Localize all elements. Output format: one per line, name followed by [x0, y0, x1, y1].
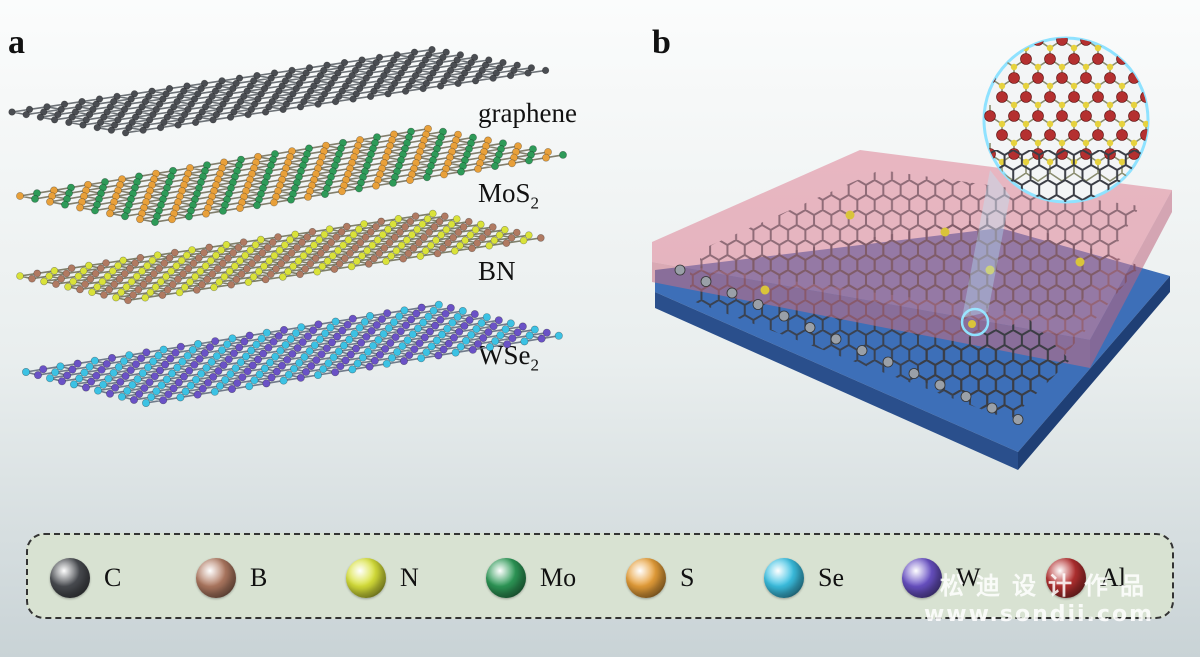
edge-carbon-atom — [778, 310, 790, 322]
atom-ball-icon — [486, 558, 526, 598]
atom-ball-icon — [626, 558, 666, 598]
layer-label-mos2: MoS2 — [478, 178, 539, 213]
wse2-sheet — [21, 300, 563, 407]
bn-sheet — [16, 209, 545, 305]
atom-ball-icon — [346, 558, 386, 598]
edge-carbon-atom — [908, 368, 920, 379]
atom-ball-icon — [902, 558, 942, 598]
layer-label-mos2-text: MoS — [478, 178, 531, 208]
heterostructure-illustration — [8, 36, 1172, 470]
layer-label-graphene-text: graphene — [478, 98, 577, 128]
exposed-graphene — [920, 320, 1070, 420]
edge-carbon-atom — [986, 402, 998, 414]
atom-ball-icon — [764, 558, 804, 598]
zoom-origin-atom — [968, 320, 976, 328]
watermark-url: www.sondii.com — [923, 602, 1154, 627]
legend-item-n: N — [346, 535, 419, 621]
nucleation-site — [845, 210, 855, 220]
legend-symbol: W — [956, 563, 981, 592]
substrate-side — [1018, 276, 1170, 470]
edge-carbon-atom — [934, 379, 946, 391]
edge-carbon-atom — [700, 276, 712, 287]
mos2-sheet — [16, 124, 567, 226]
legend-symbol: Se — [818, 563, 844, 592]
layer-label-wse2-sub: 2 — [530, 355, 539, 375]
atom-ball-icon — [196, 558, 236, 598]
panel-label-b: b — [652, 24, 671, 61]
nucleation-site — [760, 285, 770, 295]
edge-carbon-atom — [856, 345, 868, 356]
zoom-origin-ring — [960, 307, 990, 337]
oxide-side — [1090, 190, 1172, 368]
legend-item-se: Se — [764, 535, 844, 621]
legend-item-b: B — [196, 535, 267, 621]
legend-symbol: S — [680, 563, 695, 592]
graphene-sheet — [8, 45, 550, 137]
legend-symbol: B — [250, 563, 268, 592]
nucleation-site — [1075, 257, 1085, 267]
edge-carbon-atom — [960, 391, 972, 402]
watermark-chinese: 松迪设计作品 — [940, 572, 1156, 600]
edge-carbon-atom — [726, 287, 738, 299]
legend-symbol: C — [104, 563, 122, 592]
nucleation-site — [940, 227, 950, 237]
legend-item-c: C — [50, 535, 121, 621]
panel-label-a: a — [8, 24, 25, 61]
edge-carbon-atom — [882, 356, 894, 368]
element-legend: C B N Mo S Se W Al — [26, 533, 1174, 619]
layer-label-bn: BN — [478, 256, 516, 287]
edge-carbon-atom — [1012, 414, 1024, 425]
edge-carbon-atom — [752, 299, 764, 310]
atom-ball-icon — [1046, 558, 1086, 598]
legend-symbol: N — [400, 563, 419, 592]
layer-label-mos2-sub: 2 — [530, 193, 540, 213]
panel-b-device — [652, 36, 1172, 470]
legend-symbol: Al — [1100, 563, 1126, 592]
legend-item-al: Al — [1046, 535, 1126, 621]
edge-carbon-atom — [830, 333, 842, 345]
legend-symbol: Mo — [540, 563, 577, 592]
panel-a-layer-stack — [8, 45, 567, 407]
layer-label-graphene: graphene — [478, 98, 577, 129]
edge-carbon-atom — [674, 264, 686, 276]
legend-item-w: W — [902, 535, 981, 621]
zoom-beam — [962, 170, 1010, 318]
layer-label-bn-text: BN — [478, 256, 516, 286]
edge-carbon-atom — [804, 322, 816, 333]
legend-item-s: S — [626, 535, 694, 621]
graphene-under-oxide — [700, 170, 1140, 320]
nucleation-site — [985, 265, 995, 275]
substrate-front — [655, 292, 1018, 470]
legend-item-mo: Mo — [486, 535, 576, 621]
atom-ball-icon — [50, 558, 90, 598]
